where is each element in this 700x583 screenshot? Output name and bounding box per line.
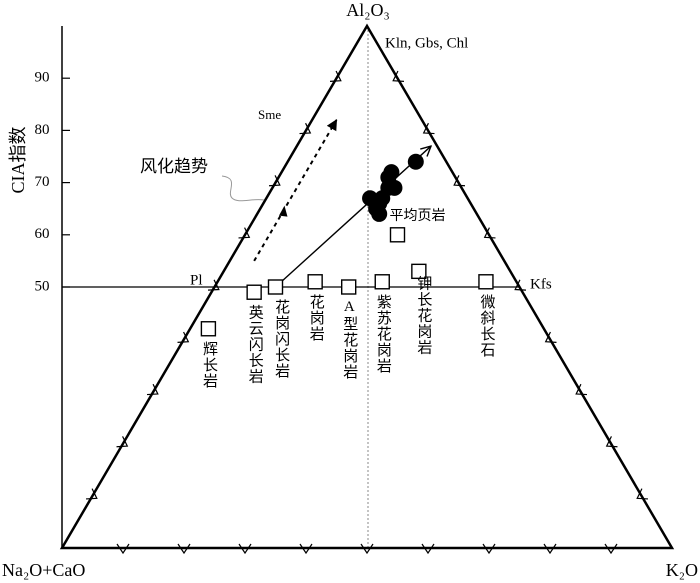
mineral-label: Kfs (530, 276, 552, 292)
edge-chevron (299, 543, 313, 555)
edge-chevron (575, 383, 588, 396)
rock-marker (389, 227, 406, 243)
rock-marker (246, 284, 262, 300)
edge-chevron (421, 543, 435, 555)
mineral-label: Pl (190, 272, 203, 288)
rock-label: 花岗闪长岩 (273, 299, 290, 379)
edge-chevron (329, 70, 342, 82)
sample (386, 179, 403, 196)
edge-chevron (422, 122, 435, 135)
rock-marker (267, 279, 284, 295)
sample (371, 195, 388, 212)
edge-chevron (483, 227, 496, 239)
rock-marker (307, 274, 323, 290)
vertex-left: Na₂O+CaO (2, 560, 85, 580)
edge-chevron (514, 279, 527, 291)
rock-marker (478, 274, 494, 290)
rock-label: 英云闪长岩 (247, 303, 264, 384)
y-tick-label: 90 (35, 70, 50, 86)
edge-chevron (207, 279, 220, 291)
mineral-label: Sme (258, 107, 281, 122)
rock-label: 钾长花岗岩 (415, 275, 432, 355)
vertex-top: Al₂O₃ (346, 0, 390, 20)
dashed-trend-head (278, 205, 288, 217)
edge-chevron (238, 543, 252, 555)
edge-chevron (177, 331, 190, 343)
y-tick-label: 70 (35, 174, 50, 190)
edge-chevron (238, 227, 251, 239)
annotation: 风化趋势 (140, 157, 208, 176)
edge-chevron (392, 70, 405, 82)
rock-marker (374, 274, 390, 290)
edge-chevron (605, 436, 618, 448)
edge-chevron (299, 122, 312, 135)
edge-chevron (116, 436, 129, 448)
y-tick-label: 80 (35, 122, 50, 138)
edge-chevron (360, 543, 374, 555)
trend-arrow (275, 146, 432, 288)
rock-marker (341, 279, 357, 295)
edge-chevron (177, 543, 191, 555)
rock-marker (200, 321, 217, 337)
vertex-right: K₂O (666, 560, 698, 580)
y-tick-label: 50 (35, 278, 50, 294)
rock-label: 微斜长石 (479, 294, 496, 358)
y-axis-label: CIA指数 (8, 127, 28, 194)
edge-chevron (604, 543, 618, 555)
dashed-trend (253, 119, 338, 262)
rock-label: A型花岗岩 (341, 299, 358, 380)
edge-chevron (544, 331, 557, 343)
edge-chevron (268, 175, 281, 187)
edge-chevron (146, 383, 159, 396)
edge-chevron (116, 543, 130, 555)
annotation-leader (221, 175, 265, 202)
rock-label: 花岗岩 (308, 294, 325, 342)
rock-label: 辉长岩 (201, 341, 218, 389)
edge-chevron (636, 488, 649, 500)
edge-chevron (453, 175, 466, 187)
rock-label: 紫苏花岗岩 (375, 294, 392, 374)
edge-chevron (85, 488, 98, 500)
rock-marker (411, 263, 427, 280)
sample (407, 153, 424, 170)
edge-chevron (543, 543, 557, 555)
y-tick-label: 60 (35, 226, 50, 242)
rock-label: 平均页岩 (390, 208, 446, 224)
sample (383, 164, 400, 181)
mineral-label: Kln, Gbs, Chl (385, 35, 468, 51)
edge-chevron (482, 543, 496, 555)
